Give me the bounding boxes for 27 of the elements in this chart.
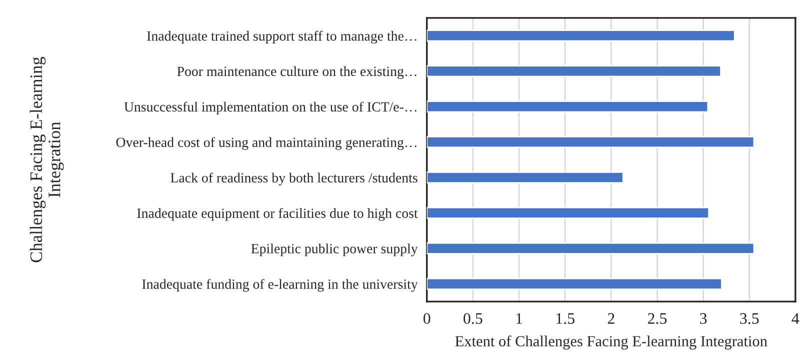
bar <box>426 100 709 113</box>
bar <box>426 171 624 184</box>
bar <box>426 30 736 42</box>
y-tick-label: Lack of readiness by both lecturers /students <box>170 172 418 186</box>
x-axis-title: Extent of Challenges Facing E-learning Integration <box>455 335 768 350</box>
y-tick-label: Inadequate equipment or facilities due to high cost <box>137 208 418 221</box>
bar <box>426 206 710 219</box>
y-tick-label: Inadequate trained support staff to manage the… <box>147 30 416 44</box>
x-tick-label: 1 <box>516 313 522 324</box>
bar <box>426 278 722 290</box>
x-tick-label: 0 <box>423 313 430 324</box>
x-tick-label: 4 <box>792 313 800 324</box>
y-tick-label: Poor maintenance culture on the existing… <box>177 66 416 79</box>
y-tick-label: Epileptic public power supply <box>251 244 418 256</box>
y-axis-title: Challenges Facing E-learning Integration <box>30 56 64 262</box>
y-tick-label: Over-head cost of using and maintaining generating… <box>116 137 416 150</box>
x-tick-label: 0.5 <box>464 313 482 324</box>
y-tick-label: Inadequate funding of e-learning in the university <box>142 278 418 292</box>
x-tick-label: 2 <box>608 313 614 324</box>
bar <box>426 242 755 254</box>
x-tick-label: 3.5 <box>740 313 759 324</box>
y-tick-label: Unsuccessful implementation on the use of ICT/e-… <box>124 102 416 114</box>
bar <box>426 65 722 78</box>
x-tick-label: 2.5 <box>648 313 667 324</box>
x-tick-label: 1.5 <box>556 313 574 324</box>
x-tick-label: 3 <box>700 313 707 324</box>
bar <box>426 136 755 148</box>
